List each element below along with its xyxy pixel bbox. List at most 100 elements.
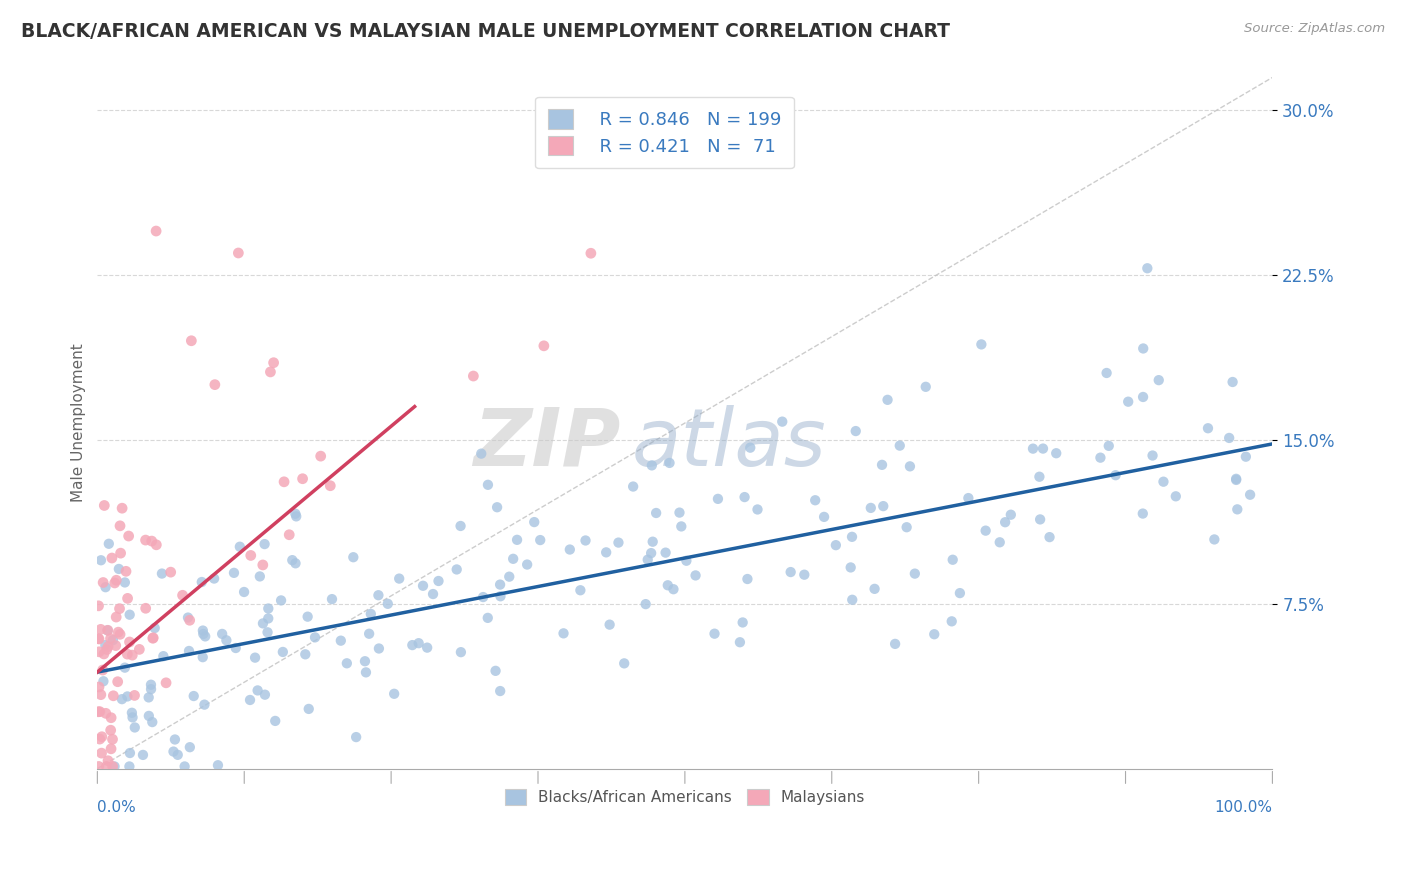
Point: [613, 657, 636, 671]
Point: [1098, 439, 1121, 453]
Point: [304, 631, 326, 645]
Point: [1239, 488, 1261, 502]
Text: 0.0%: 0.0%: [97, 800, 136, 814]
Point: [731, 615, 754, 630]
Point: [135, 533, 157, 547]
Point: [105, 610, 128, 624]
Point: [1032, 442, 1054, 456]
Text: Source: ZipAtlas.com: Source: ZipAtlas.com: [1244, 22, 1385, 36]
Point: [942, 553, 965, 567]
Text: ZIP: ZIP: [472, 405, 620, 483]
Point: [100, 723, 122, 738]
Point: [172, 588, 194, 602]
Point: [239, 549, 262, 563]
Point: [898, 459, 921, 474]
Point: [896, 520, 918, 534]
Point: [87, 599, 110, 613]
Point: [553, 626, 575, 640]
Point: [97, 624, 120, 638]
Point: [263, 356, 285, 370]
Point: [111, 501, 134, 516]
Point: [193, 627, 215, 641]
Point: [191, 650, 214, 665]
Point: [558, 542, 581, 557]
Point: [229, 540, 252, 554]
Point: [97, 754, 120, 768]
Point: [654, 546, 676, 560]
Point: [336, 657, 359, 671]
Point: [728, 635, 751, 649]
Point: [344, 730, 367, 744]
Point: [621, 479, 644, 493]
Point: [91, 663, 114, 677]
Point: [87, 759, 110, 773]
Point: [97, 537, 120, 551]
Point: [243, 650, 266, 665]
Point: [641, 534, 664, 549]
Point: [96, 759, 118, 773]
Point: [152, 649, 174, 664]
Point: [574, 533, 596, 548]
Point: [100, 632, 122, 646]
Point: [641, 458, 664, 473]
Point: [159, 565, 181, 579]
Point: [1164, 489, 1187, 503]
Point: [141, 715, 163, 730]
Point: [139, 678, 162, 692]
Point: [388, 572, 411, 586]
Point: [117, 529, 139, 543]
Point: [734, 490, 756, 504]
Point: [342, 550, 364, 565]
Point: [264, 714, 287, 728]
Point: [94, 580, 117, 594]
Point: [128, 642, 150, 657]
Point: [132, 747, 155, 762]
Point: [121, 648, 143, 662]
Point: [498, 569, 520, 583]
Point: [114, 575, 136, 590]
Text: atlas: atlas: [633, 405, 827, 483]
Point: [412, 579, 434, 593]
Point: [658, 456, 681, 470]
Point: [484, 664, 506, 678]
Point: [463, 369, 485, 384]
Text: BLACK/AFRICAN AMERICAN VS MALAYSIAN MALE UNEMPLOYMENT CORRELATION CHART: BLACK/AFRICAN AMERICAN VS MALAYSIAN MALE…: [21, 22, 950, 41]
Point: [202, 572, 225, 586]
Point: [839, 560, 862, 574]
Point: [97, 624, 120, 638]
Point: [657, 578, 679, 592]
Point: [675, 554, 697, 568]
Point: [506, 533, 529, 547]
Point: [193, 698, 215, 712]
Point: [1136, 261, 1159, 276]
Point: [121, 706, 143, 720]
Point: [211, 627, 233, 641]
Point: [150, 566, 173, 581]
Point: [87, 632, 110, 646]
Point: [253, 537, 276, 551]
Point: [637, 552, 659, 566]
Point: [94, 706, 117, 721]
Point: [194, 629, 217, 643]
Point: [427, 574, 450, 588]
Point: [446, 562, 468, 576]
Point: [155, 675, 177, 690]
Point: [1204, 533, 1226, 547]
Point: [889, 439, 911, 453]
Point: [360, 607, 382, 621]
Point: [1022, 442, 1045, 456]
Point: [257, 611, 280, 625]
Point: [256, 625, 278, 640]
Point: [101, 551, 124, 566]
Point: [253, 688, 276, 702]
Point: [685, 568, 707, 582]
Point: [1152, 475, 1174, 489]
Point: [257, 601, 280, 615]
Point: [779, 565, 801, 579]
Point: [876, 392, 898, 407]
Point: [163, 732, 186, 747]
Point: [523, 515, 546, 529]
Point: [101, 759, 124, 773]
Point: [841, 530, 863, 544]
Point: [93, 674, 115, 689]
